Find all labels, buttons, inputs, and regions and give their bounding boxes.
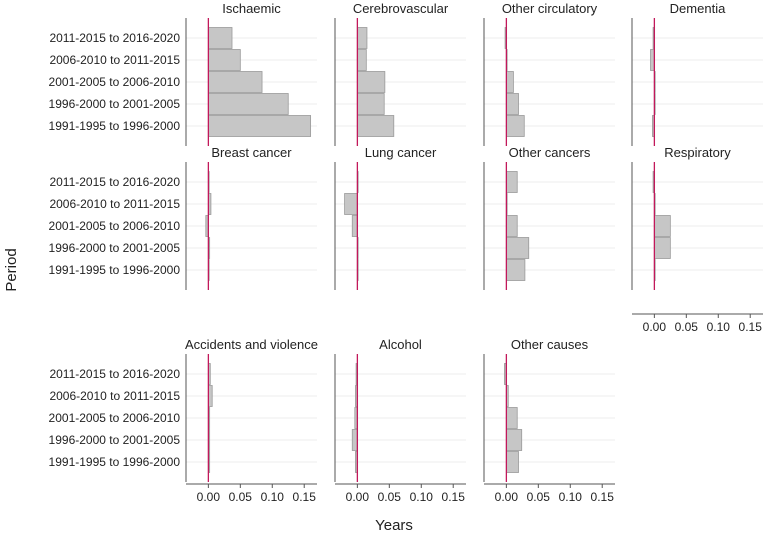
bar — [207, 27, 233, 49]
bar — [356, 71, 386, 93]
x-tick-label: 0.15 — [293, 490, 317, 504]
x-tick-label: 0.15 — [591, 490, 615, 504]
category-label: 1996-2000 to 2001-2005 — [49, 241, 181, 255]
bar — [505, 237, 530, 259]
bar — [505, 93, 519, 115]
category-label: 2001-2005 to 2006-2010 — [49, 75, 181, 89]
category-label: 1991-1995 to 1996-2000 — [49, 263, 181, 277]
panel-title: Dementia — [670, 1, 726, 16]
bar — [356, 27, 368, 49]
category-label: 2011-2015 to 2016-2020 — [49, 367, 180, 381]
bar — [505, 215, 518, 237]
category-label: 1991-1995 to 1996-2000 — [49, 119, 181, 133]
x-axis-title: Years — [375, 517, 413, 534]
bar — [653, 215, 671, 237]
category-label: 2011-2015 to 2016-2020 — [49, 175, 180, 189]
x-tick-label: 0.00 — [197, 490, 221, 504]
bar — [505, 259, 526, 281]
bar — [653, 237, 671, 259]
category-label: 2001-2005 to 2006-2010 — [49, 219, 181, 233]
bar — [505, 407, 518, 429]
bar — [207, 49, 241, 71]
panel-title: Ischaemic — [222, 1, 281, 16]
category-label: 1996-2000 to 2001-2005 — [49, 97, 181, 111]
panel-title: Lung cancer — [365, 145, 437, 160]
panel-title: Other causes — [511, 337, 589, 352]
x-tick-label: 0.10 — [410, 490, 434, 504]
x-tick-label: 0.05 — [675, 320, 699, 334]
x-tick-label: 0.10 — [261, 490, 285, 504]
category-label: 2001-2005 to 2006-2010 — [49, 411, 181, 425]
x-tick-label: 0.00 — [495, 490, 519, 504]
bar — [356, 93, 385, 115]
y-axis-title: Period — [3, 248, 20, 291]
panel-title: Other cancers — [509, 145, 591, 160]
bar — [505, 429, 523, 451]
category-label: 1991-1995 to 1996-2000 — [49, 455, 181, 469]
x-tick-label: 0.00 — [346, 490, 370, 504]
bar — [356, 49, 367, 71]
panel-title: Cerebrovascular — [353, 1, 449, 16]
x-tick-label: 0.15 — [739, 320, 763, 334]
bar — [207, 71, 263, 93]
category-label: 2006-2010 to 2011-2015 — [49, 53, 180, 67]
panel-title: Breast cancer — [211, 145, 292, 160]
x-tick-label: 0.15 — [442, 490, 466, 504]
category-label: 1996-2000 to 2001-2005 — [49, 433, 181, 447]
category-label: 2006-2010 to 2011-2015 — [49, 389, 180, 403]
bar — [505, 451, 519, 473]
bar — [207, 93, 289, 115]
panel-title: Accidents and violence — [185, 337, 318, 352]
category-label: 2011-2015 to 2016-2020 — [49, 31, 180, 45]
x-tick-label: 0.10 — [707, 320, 731, 334]
bar — [505, 115, 525, 137]
panel-title: Other circulatory — [502, 1, 598, 16]
x-tick-label: 0.10 — [559, 490, 583, 504]
x-tick-label: 0.00 — [643, 320, 667, 334]
bar — [505, 71, 514, 93]
x-tick-label: 0.05 — [378, 490, 402, 504]
bar — [351, 429, 358, 451]
x-tick-label: 0.05 — [229, 490, 253, 504]
category-label: 2006-2010 to 2011-2015 — [49, 197, 180, 211]
x-tick-label: 0.05 — [527, 490, 551, 504]
bar — [356, 115, 395, 137]
bar — [505, 171, 518, 193]
panel-title: Alcohol — [379, 337, 422, 352]
bar — [351, 215, 358, 237]
bar — [207, 115, 312, 137]
panel-title: Respiratory — [664, 145, 731, 160]
bar — [344, 193, 358, 215]
